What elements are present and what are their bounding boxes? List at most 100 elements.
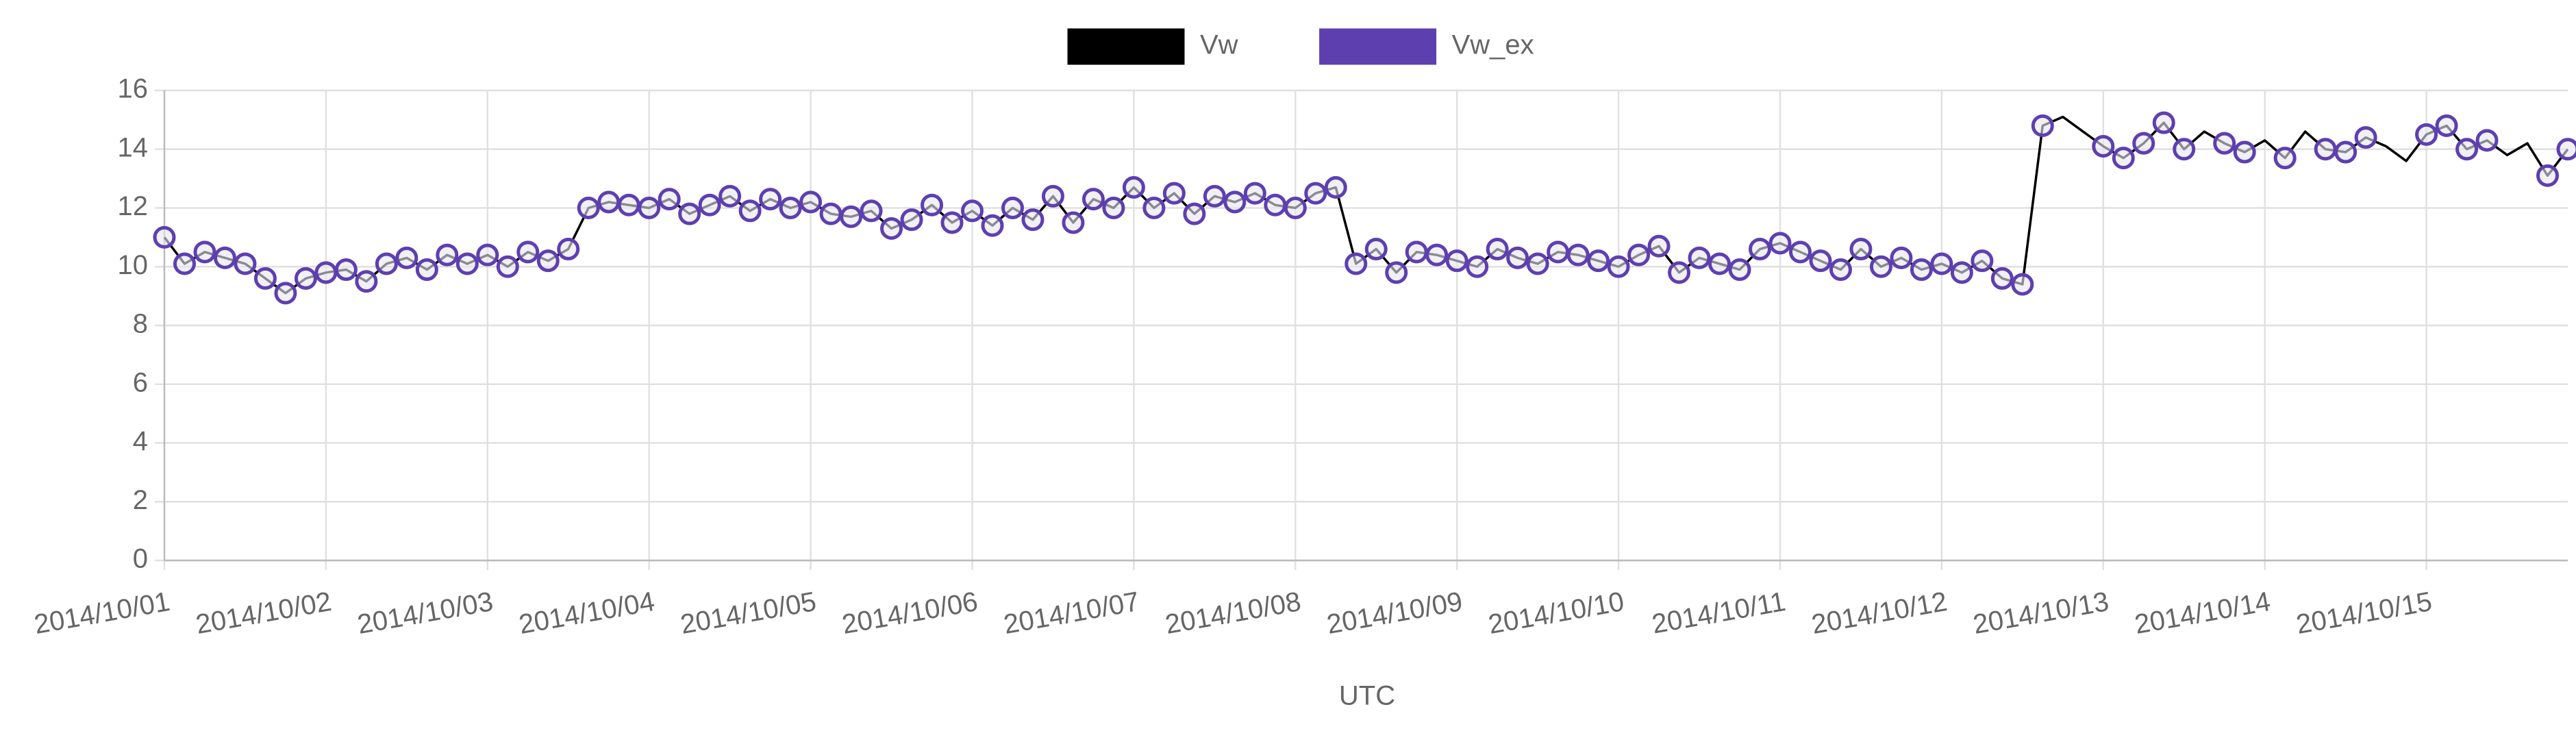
data-point (2132, 132, 2155, 155)
data-point (1264, 193, 1287, 217)
data-point (1062, 211, 1085, 234)
data-point (1021, 208, 1045, 232)
data-point (2092, 134, 2115, 158)
data-point (234, 252, 257, 275)
data-point (2112, 147, 2135, 170)
data-point (860, 199, 883, 223)
data-point (1788, 240, 1812, 264)
data-point (1364, 238, 1388, 261)
data-point (1890, 246, 1913, 269)
data-point (1284, 197, 1307, 219)
data-point (1081, 188, 1105, 211)
data-point (1223, 190, 1247, 214)
data-point (1950, 261, 1973, 284)
data-point (1405, 240, 1428, 264)
data-point (2314, 138, 2337, 161)
y-tick-label: 4 (133, 426, 148, 456)
data-point (981, 214, 1004, 237)
data-point (2213, 132, 2236, 155)
data-point (819, 202, 842, 225)
data-point (2031, 114, 2054, 137)
data-point (1122, 175, 1145, 199)
data-point (2435, 114, 2458, 137)
data-point (496, 255, 519, 278)
data-point (173, 252, 196, 275)
data-point (193, 240, 216, 264)
data-point (900, 208, 923, 232)
data-point (1041, 184, 1064, 208)
data-point (779, 197, 802, 219)
x-tick-label: 2014/10/08 (1163, 586, 1303, 640)
data-point (1768, 232, 1792, 255)
data-point (1506, 246, 1529, 269)
data-point (1243, 182, 1266, 205)
x-tick-label: 2014/10/11 (1650, 586, 1788, 640)
data-point (1607, 255, 1630, 278)
data-point (1547, 240, 1570, 264)
y-tick-label: 10 (118, 250, 149, 280)
data-point (2354, 126, 2377, 149)
data-point (1627, 243, 1651, 267)
data-point (738, 199, 762, 223)
x-tick-label: 2014/10/09 (1325, 586, 1465, 640)
data-point (1526, 252, 1549, 275)
data-point (617, 193, 640, 217)
x-tick-label: 2014/10/02 (193, 586, 334, 640)
legend-swatch (1067, 28, 1185, 65)
data-point (2455, 138, 2479, 161)
data-point (1971, 249, 1994, 273)
legend-label: Vw_ex (1452, 30, 1534, 60)
data-point (1849, 238, 1873, 261)
data-point (455, 252, 479, 275)
data-point (2556, 138, 2576, 161)
x-tick-label: 2014/10/12 (1809, 586, 1949, 640)
data-point (334, 258, 358, 282)
data-point (1102, 197, 1125, 219)
y-tick-label: 2 (133, 485, 148, 515)
data-point (940, 211, 964, 234)
data-point (1001, 197, 1024, 219)
data-point (1385, 261, 1408, 284)
data-point (2273, 147, 2297, 170)
x-tick-label: 2014/10/14 (2132, 586, 2273, 640)
data-point (253, 267, 277, 290)
data-point (1486, 238, 1509, 261)
data-point (1688, 246, 1711, 269)
data-point (638, 197, 661, 219)
data-point (658, 188, 681, 211)
data-point (1162, 182, 1186, 205)
data-point (960, 199, 984, 223)
data-point (597, 190, 621, 214)
data-point (840, 205, 863, 228)
y-tick-label: 16 (118, 74, 149, 104)
data-point (577, 197, 600, 219)
data-point (1466, 255, 1489, 278)
data-point (2536, 164, 2560, 187)
y-tick-label: 12 (118, 191, 149, 221)
x-tick-label: 2014/10/01 (32, 586, 173, 640)
data-point (355, 270, 378, 293)
legend-swatch (1319, 28, 1437, 65)
data-point (557, 238, 580, 261)
data-point (2334, 140, 2358, 164)
y-tick-label: 14 (118, 132, 149, 162)
data-point (1930, 252, 1953, 275)
data-point (476, 243, 499, 267)
data-point (1668, 261, 1691, 284)
data-point (536, 249, 560, 273)
data-point (2011, 273, 2034, 296)
data-point (1566, 243, 1590, 267)
data-point (1829, 258, 1852, 282)
data-point (1749, 238, 1772, 261)
data-point (1345, 252, 1368, 275)
data-point (516, 240, 540, 264)
y-tick-label: 0 (133, 544, 148, 574)
x-tick-label: 2014/10/13 (1971, 586, 2111, 640)
data-point (759, 188, 782, 211)
data-point (395, 246, 418, 269)
y-tick-label: 8 (133, 309, 148, 339)
data-point (1990, 267, 2014, 290)
x-tick-label: 2014/10/03 (355, 586, 495, 640)
data-point (1324, 175, 1347, 199)
